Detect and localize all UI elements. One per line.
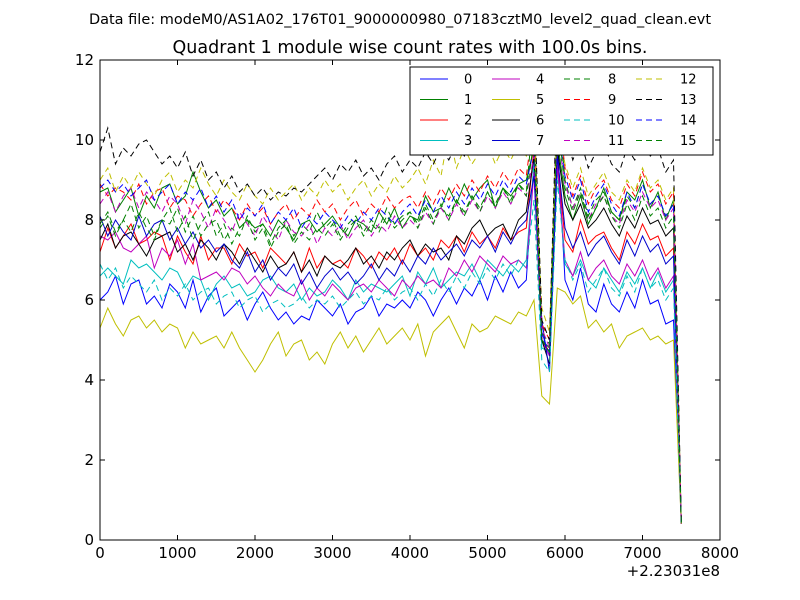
legend-label-0: 0 — [464, 73, 472, 88]
y-tick-label: 4 — [84, 371, 94, 389]
series-line-4 — [99, 163, 682, 525]
y-tick-label: 0 — [84, 531, 94, 549]
y-tick-label: 2 — [84, 451, 94, 469]
x-tick-label: 2000 — [236, 544, 274, 562]
series-line-10 — [99, 179, 682, 525]
series-line-15 — [99, 115, 682, 525]
y-tick-label: 8 — [84, 211, 94, 229]
legend-label-12: 12 — [680, 73, 697, 88]
x-tick-label: 6000 — [546, 544, 584, 562]
x-tick-label: 7000 — [623, 544, 661, 562]
chart-title: Quadrant 1 module wise count rates with … — [173, 38, 648, 58]
series-line-7 — [99, 155, 682, 525]
x-tick-label: 0 — [95, 544, 105, 562]
x-tick-label: 5000 — [468, 544, 506, 562]
legend-label-14: 14 — [680, 114, 697, 129]
ticks-layer: 0 1000 2000 3000 4000 5000 6000 7000 80000246810… — [75, 51, 739, 562]
legend-label-1: 1 — [464, 93, 472, 108]
series-line-5 — [99, 287, 682, 525]
series-line-0 — [99, 139, 682, 525]
series-line-3 — [99, 163, 682, 525]
y-tick-label: 10 — [75, 131, 94, 149]
y-tick-label: 12 — [75, 51, 94, 69]
legend-label-5: 5 — [536, 93, 544, 108]
series-line-12 — [99, 119, 682, 525]
legend-label-8: 8 — [608, 73, 616, 88]
legend-label-4: 4 — [536, 73, 544, 88]
x-tick-label: 8000 — [701, 544, 739, 562]
legend-label-10: 10 — [608, 114, 625, 129]
figure-suptitle: Data file: modeM0/AS1A02_176T01_90000009… — [89, 12, 711, 28]
legend-label-11: 11 — [608, 134, 625, 149]
x-offset-label: +2.23031e8 — [627, 562, 720, 580]
legend-box — [409, 66, 714, 156]
series-layer — [99, 75, 682, 525]
axes-border — [99, 59, 721, 541]
legend-label-15: 15 — [680, 134, 697, 149]
x-tick-label: 4000 — [391, 544, 429, 562]
series-line-8 — [99, 91, 682, 525]
legend-label-2: 2 — [464, 114, 472, 129]
legend-label-9: 9 — [608, 93, 616, 108]
x-tick-label: 1000 — [158, 544, 196, 562]
series-line-6 — [99, 147, 682, 525]
legend-label-7: 7 — [536, 134, 544, 149]
legend-label-6: 6 — [536, 114, 544, 129]
series-line-14 — [99, 123, 682, 525]
x-tick-label: 3000 — [313, 544, 351, 562]
legend-label-13: 13 — [680, 93, 697, 108]
legend-label-3: 3 — [464, 134, 472, 149]
y-tick-label: 6 — [84, 291, 94, 309]
